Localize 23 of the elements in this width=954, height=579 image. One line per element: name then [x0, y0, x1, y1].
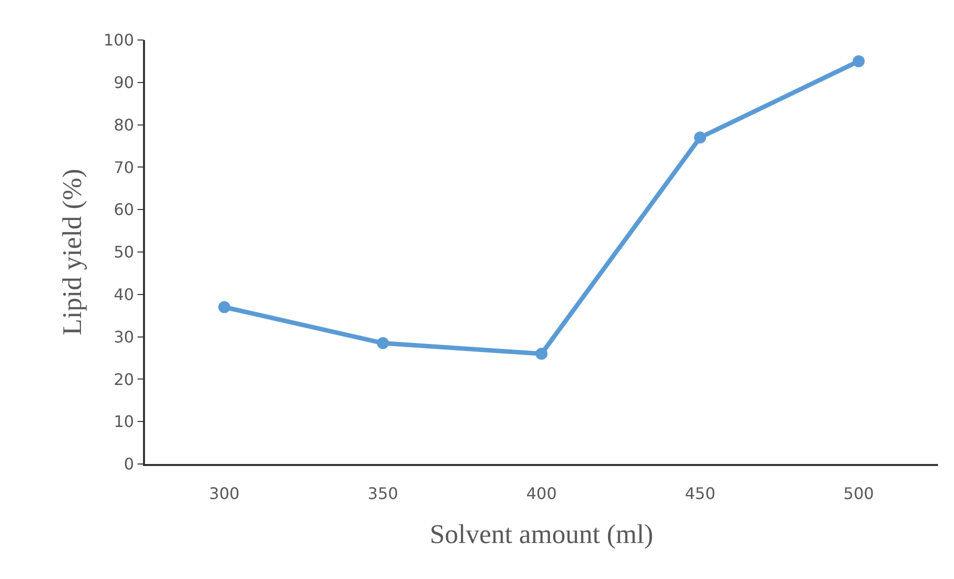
y-tick-label: 0 — [124, 454, 134, 474]
y-tick-label: 70 — [114, 158, 134, 177]
y-tick-label: 20 — [114, 370, 134, 389]
y-tick-label: 60 — [114, 200, 134, 220]
point — [376, 337, 389, 350]
point — [218, 301, 230, 314]
y-tick-label: 10 — [114, 412, 134, 432]
x-axis-title: Solvent amount (ml) — [430, 518, 654, 549]
x-tick-label: 500 — [843, 484, 874, 503]
y-tick-label: 100 — [104, 30, 134, 50]
x-tick-label: 400 — [526, 484, 557, 503]
y-axis-title: Lipid yield (%) — [57, 168, 88, 336]
y-tick-label: 40 — [114, 285, 134, 304]
x-tick-label: 300 — [209, 484, 240, 503]
point — [852, 55, 865, 68]
y-tick-label: 90 — [114, 73, 134, 92]
y-tick-label: 30 — [114, 327, 134, 346]
x-tick-label: 450 — [684, 484, 716, 503]
y-tick-label: 80 — [114, 115, 134, 134]
x-tick-label: 350 — [368, 484, 398, 503]
y-tick-label: 50 — [114, 242, 134, 262]
point — [536, 348, 548, 360]
point — [694, 132, 706, 144]
